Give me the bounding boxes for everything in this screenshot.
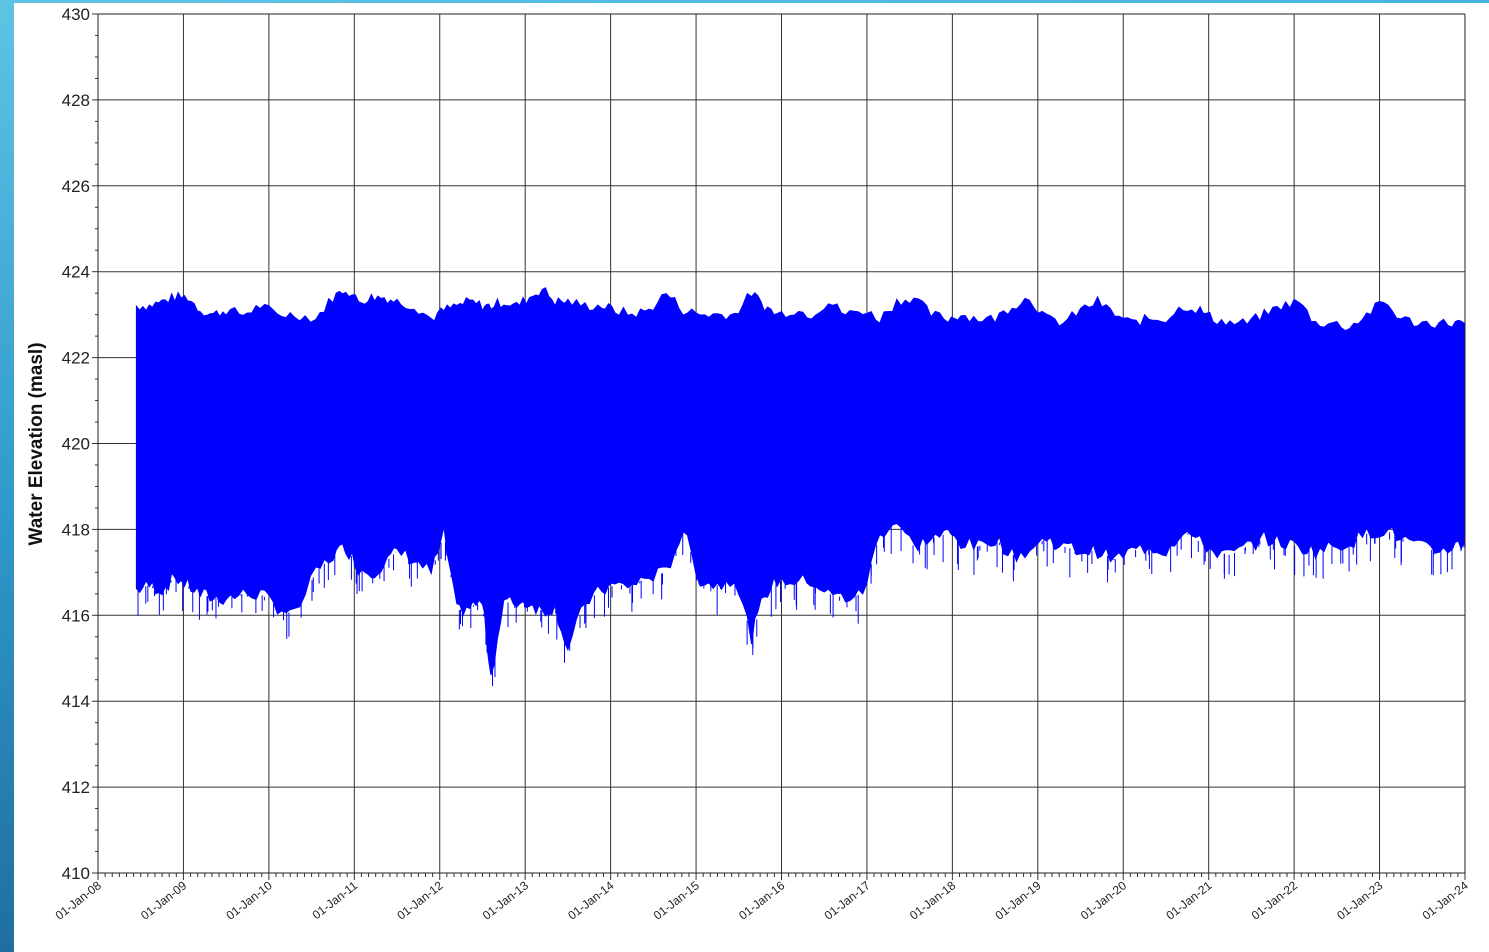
x-tick-label: 01-Jan-24	[1420, 878, 1471, 923]
slide-frame-left-bar	[0, 0, 14, 952]
x-tick-label: 01-Jan-19	[992, 878, 1043, 923]
y-tick-label: 414	[62, 692, 90, 711]
y-tick-label: 412	[62, 778, 90, 797]
y-tick-label: 424	[62, 263, 90, 282]
y-tick-label: 430	[62, 5, 90, 24]
x-tick-label: 01-Jan-11	[310, 878, 361, 922]
x-tick-label: 01-Jan-15	[651, 878, 702, 923]
x-tick-label: 01-Jan-23	[1334, 878, 1385, 923]
y-axis-title: Water Elevation (masl)	[26, 342, 47, 545]
x-tick-label: 01-Jan-13	[480, 878, 531, 923]
x-tick-label: 01-Jan-22	[1249, 878, 1300, 923]
x-tick-label: 01-Jan-08	[53, 878, 104, 923]
slide-frame-top-bar	[0, 0, 1489, 3]
y-tick-label: 418	[62, 520, 90, 539]
x-tick-label: 01-Jan-17	[822, 878, 873, 923]
x-tick-label: 01-Jan-10	[224, 878, 275, 923]
y-tick-label: 428	[62, 91, 90, 110]
x-tick-labels: 01-Jan-08 01-Jan-09 01-Jan-10 01-Jan-11 01-J…	[53, 878, 1471, 923]
series-spikes	[137, 525, 1465, 687]
x-tick-label: 01-Jan-18	[907, 878, 958, 923]
x-tick-label: 01-Jan-14	[565, 878, 616, 923]
series-envelope	[135, 287, 1465, 676]
y-tick-label: 420	[62, 435, 90, 454]
series-area	[135, 287, 1465, 676]
y-tick-label: 410	[62, 864, 90, 883]
x-tick-label: 01-Jan-20	[1078, 878, 1129, 923]
x-tick-label: 01-Jan-12	[394, 878, 445, 923]
y-tick-label: 416	[62, 606, 90, 625]
x-tick-label: 01-Jan-16	[736, 878, 787, 923]
axes	[92, 13, 1466, 880]
y-tick-label: 426	[62, 177, 90, 196]
y-tick-labels: 410 412 414 416 418 420 422 424 426 428 430	[62, 5, 90, 883]
y-tick-label: 422	[62, 349, 90, 368]
x-tick-label: 01-Jan-09	[138, 878, 189, 923]
x-tick-label: 01-Jan-21	[1163, 878, 1214, 923]
